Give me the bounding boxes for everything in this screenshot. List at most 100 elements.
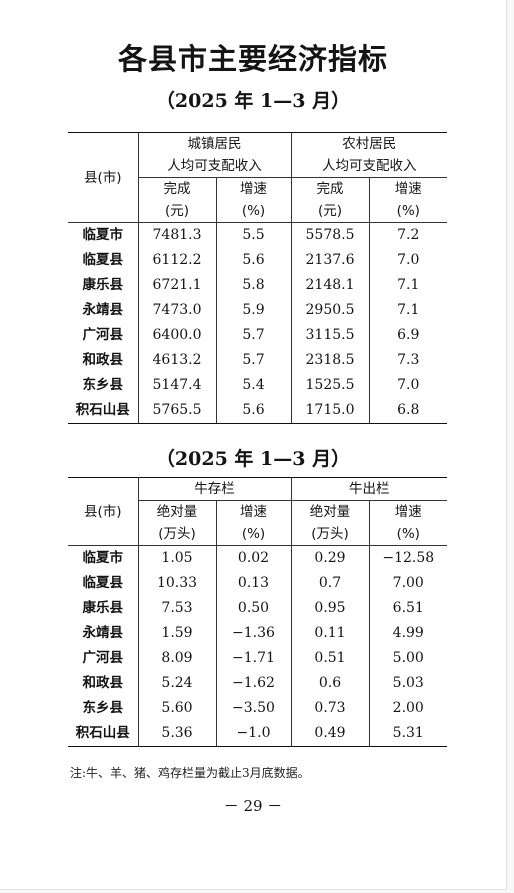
rural-income-cell: 1715.0 bbox=[290, 398, 369, 424]
out-cell: 0.73 bbox=[290, 696, 369, 721]
cattle-stock-header: 牛存栏 bbox=[137, 477, 291, 501]
county-cell: 东乡县 bbox=[82, 700, 124, 716]
stock-growth-cell: −1.62 bbox=[215, 671, 291, 696]
county-cell: 临夏县 bbox=[82, 252, 124, 268]
urban-growth-cell: 5.6 bbox=[215, 398, 291, 424]
table-row: 东乡县 5.60 −3.50 0.73 2.00 bbox=[68, 696, 447, 721]
urban-income-cell: 7481.3 bbox=[137, 222, 216, 248]
urban-growth-cell: 5.5 bbox=[215, 222, 291, 248]
county-cell: 积石山县 bbox=[68, 398, 138, 424]
stock-cell: 5.36 bbox=[137, 721, 216, 747]
county-cell: 临夏市 bbox=[82, 550, 124, 566]
stock-growth-cell: 0.13 bbox=[215, 571, 291, 596]
stock-cell: 5.60 bbox=[137, 696, 216, 721]
rural-income-cell: 2950.5 bbox=[290, 298, 369, 323]
cattle-table: 县(市) 牛存栏 牛出栏 绝对量 增速 绝对量 增速 (万头) (%) (万头)… bbox=[68, 477, 447, 747]
county-cell: 积石山县 bbox=[68, 721, 138, 747]
stock-cell: 5.24 bbox=[137, 671, 216, 696]
table1-period: （2025 年 1—3 月） bbox=[155, 90, 351, 112]
county-cell: 东乡县 bbox=[82, 377, 124, 393]
county-cell: 临夏市 bbox=[82, 227, 124, 243]
county-cell: 永靖县 bbox=[82, 625, 124, 641]
stock-cell: 8.09 bbox=[137, 646, 216, 671]
out-growth-cell: 4.99 bbox=[368, 621, 447, 646]
stock-abs-unit: (万头) bbox=[137, 523, 216, 546]
stock-cell: 1.05 bbox=[137, 545, 216, 571]
urban-income-cell: 6721.1 bbox=[137, 273, 216, 298]
out-cell: 0.49 bbox=[290, 721, 369, 747]
table-row: 临夏县 10.33 0.13 0.7 7.00 bbox=[68, 571, 447, 596]
rural-growth-header: 增速 bbox=[368, 177, 447, 200]
income-table: 县(市) 城镇居民 农村居民 人均可支配收入 人均可支配收入 完成 增速 完成 … bbox=[68, 132, 447, 424]
rural-growth-cell: 7.1 bbox=[368, 298, 447, 323]
urban-done-unit: (元) bbox=[137, 200, 216, 223]
rural-income-cell: 2137.6 bbox=[290, 248, 369, 273]
rural-growth-cell: 7.1 bbox=[368, 273, 447, 298]
out-cell: 0.95 bbox=[290, 596, 369, 621]
stock-growth-cell: 0.50 bbox=[215, 596, 291, 621]
table-row: 临夏市 1.05 0.02 0.29 −12.58 bbox=[68, 545, 447, 571]
out-growth-header: 增速 bbox=[368, 500, 447, 523]
urban-income-cell: 6400.0 bbox=[137, 323, 216, 348]
urban-growth-cell: 5.4 bbox=[215, 373, 291, 398]
urban-growth-cell: 5.7 bbox=[215, 323, 291, 348]
urban-growth-cell: 5.9 bbox=[215, 298, 291, 323]
stock-cell: 1.59 bbox=[137, 621, 216, 646]
out-cell: 0.7 bbox=[290, 571, 369, 596]
county-cell: 广河县 bbox=[82, 327, 124, 343]
page-title: 各县市主要经济指标 bbox=[117, 42, 388, 76]
urban-group-header-line1: 城镇居民 bbox=[137, 132, 291, 155]
table-row: 永靖县 7473.0 5.9 2950.5 7.1 bbox=[68, 298, 447, 323]
out-abs-unit: (万头) bbox=[290, 523, 369, 546]
table-row: 广河县 8.09 −1.71 0.51 5.00 bbox=[68, 646, 447, 671]
stock-growth-cell: −1.0 bbox=[215, 721, 291, 747]
table-row: 临夏县 6112.2 5.6 2137.6 7.0 bbox=[68, 248, 447, 273]
county-cell: 和政县 bbox=[82, 352, 124, 368]
rural-group-header-line1: 农村居民 bbox=[290, 132, 447, 155]
rural-income-cell: 5578.5 bbox=[290, 222, 369, 248]
stock-growth-header: 增速 bbox=[215, 500, 291, 523]
rural-group-header-line2: 人均可支配收入 bbox=[290, 155, 447, 178]
county-cell: 永靖县 bbox=[82, 302, 124, 318]
rural-growth-cell: 6.9 bbox=[368, 323, 447, 348]
rural-growth-unit: (%) bbox=[368, 200, 447, 223]
urban-income-cell: 5147.4 bbox=[137, 373, 216, 398]
urban-growth-cell: 5.6 bbox=[215, 248, 291, 273]
out-cell: 0.51 bbox=[290, 646, 369, 671]
urban-group-header-line2: 人均可支配收入 bbox=[137, 155, 291, 178]
urban-growth-cell: 5.8 bbox=[215, 273, 291, 298]
rural-done-unit: (元) bbox=[290, 200, 369, 223]
out-growth-cell: 2.00 bbox=[368, 696, 447, 721]
table-row: 康乐县 6721.1 5.8 2148.1 7.1 bbox=[68, 273, 447, 298]
out-abs-header: 绝对量 bbox=[290, 500, 369, 523]
stock-abs-header: 绝对量 bbox=[137, 500, 216, 523]
urban-growth-unit: (%) bbox=[215, 200, 291, 223]
stock-growth-cell: 0.02 bbox=[215, 545, 291, 571]
stock-growth-unit: (%) bbox=[215, 523, 291, 546]
table-row: 永靖县 1.59 −1.36 0.11 4.99 bbox=[68, 621, 447, 646]
rural-growth-cell: 6.8 bbox=[368, 398, 447, 424]
urban-growth-header: 增速 bbox=[215, 177, 291, 200]
page-number: － 29 － bbox=[223, 797, 283, 815]
stock-cell: 7.53 bbox=[137, 596, 216, 621]
county-header: 县(市) bbox=[68, 132, 138, 223]
stock-cell: 10.33 bbox=[137, 571, 216, 596]
out-cell: 0.6 bbox=[290, 671, 369, 696]
cattle-out-header: 牛出栏 bbox=[290, 477, 447, 501]
table-row: 和政县 4613.2 5.7 2318.5 7.3 bbox=[68, 348, 447, 373]
rural-growth-cell: 7.3 bbox=[368, 348, 447, 373]
county-cell: 广河县 bbox=[82, 650, 124, 666]
table2-period: （2025 年 1—3 月） bbox=[155, 448, 351, 470]
out-growth-unit: (%) bbox=[368, 523, 447, 546]
rural-growth-cell: 7.0 bbox=[368, 373, 447, 398]
rural-income-cell: 2148.1 bbox=[290, 273, 369, 298]
table-row: 临夏市 7481.3 5.5 5578.5 7.2 bbox=[68, 222, 447, 248]
table-row: 东乡县 5147.4 5.4 1525.5 7.0 bbox=[68, 373, 447, 398]
urban-growth-cell: 5.7 bbox=[215, 348, 291, 373]
urban-income-cell: 7473.0 bbox=[137, 298, 216, 323]
rural-income-cell: 2318.5 bbox=[290, 348, 369, 373]
out-growth-cell: 5.00 bbox=[368, 646, 447, 671]
rural-done-header: 完成 bbox=[290, 177, 369, 200]
out-growth-cell: −12.58 bbox=[368, 545, 447, 571]
